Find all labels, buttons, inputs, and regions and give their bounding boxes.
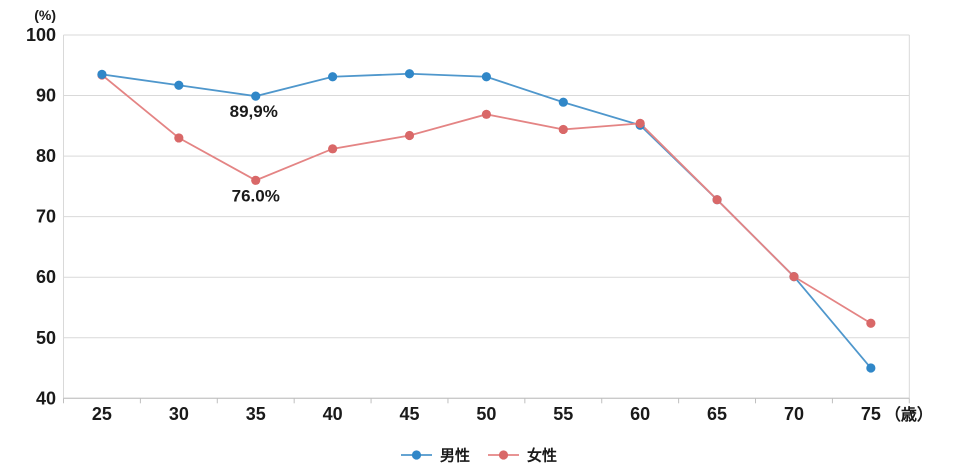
x-axis-tick-label: 40: [323, 404, 343, 424]
y-axis-tick-label: 100: [26, 25, 56, 45]
point-female-65: [712, 195, 722, 205]
x-axis-tick-label: 45: [399, 404, 419, 424]
legend-female-marker: [498, 450, 509, 460]
x-axis-suffix-label: （歳）: [885, 405, 933, 424]
point-male-55: [558, 97, 568, 107]
point-female-40: [328, 144, 338, 154]
point-male-40: [328, 72, 338, 82]
point-male-50: [481, 72, 491, 82]
x-axis-tick-label: 75: [861, 404, 881, 424]
data-point-label: 89,9%: [230, 102, 278, 121]
point-male-75: [866, 363, 876, 373]
x-axis-tick-label: 55: [553, 404, 573, 424]
x-axis-tick-label: 35: [246, 404, 266, 424]
point-male-30: [174, 80, 184, 90]
point-female-30: [174, 133, 184, 143]
point-male-25: [97, 69, 107, 79]
legend-male-label: 男性: [440, 447, 470, 465]
x-axis-tick-label: 25: [92, 404, 112, 424]
point-male-35: [251, 91, 261, 101]
y-axis-tick-label: 80: [36, 146, 56, 166]
point-male-45: [404, 69, 415, 79]
legend-female-label: 女性: [527, 447, 557, 465]
point-female-75: [866, 318, 876, 328]
y-axis-unit-label: (%): [34, 7, 56, 23]
point-female-50: [481, 109, 491, 119]
x-axis-tick-label: 65: [707, 404, 727, 424]
point-female-70: [789, 271, 799, 282]
x-axis-tick-label: 30: [169, 404, 189, 424]
x-axis-tick-label: 70: [784, 404, 804, 424]
y-axis-tick-label: 60: [36, 267, 56, 287]
point-female-55: [558, 124, 568, 135]
data-point-label: 76.0%: [232, 186, 280, 205]
legend-male-marker: [411, 450, 422, 460]
x-axis-tick-label: 50: [476, 404, 496, 424]
x-axis-tick-label: 60: [630, 404, 650, 424]
y-axis-tick-label: 70: [36, 207, 56, 227]
point-female-45: [404, 130, 415, 141]
point-female-60: [635, 118, 645, 129]
y-axis-tick-label: 50: [36, 328, 56, 348]
point-female-35: [251, 175, 261, 185]
y-axis-tick-label: 40: [36, 388, 56, 408]
y-axis-tick-label: 90: [36, 86, 56, 106]
